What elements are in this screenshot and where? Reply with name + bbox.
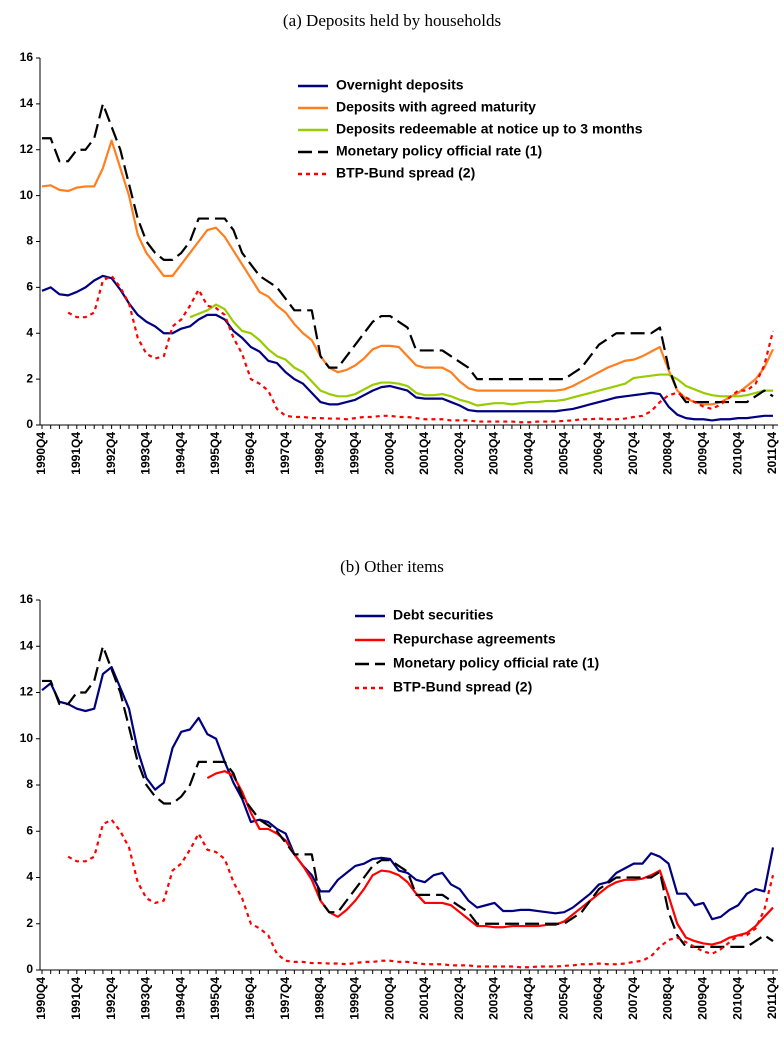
x-tick-label: 2007Q4 [626,432,640,475]
legend-label: BTP-Bund spread (2) [393,679,532,695]
x-tick-label: 1991Q4 [69,432,83,475]
legend-label: Monetary policy official rate (1) [393,655,599,671]
x-tick-label: 2009Q4 [696,432,710,475]
x-tick-label: 2005Q4 [556,977,570,1020]
legend-label: Overnight deposits [336,77,464,93]
y-tick-label: 2 [26,916,33,930]
series-line [189,303,773,407]
y-tick-label: 12 [20,142,34,156]
x-tick-label: 2006Q4 [591,432,605,475]
y-tick-label: 12 [20,685,34,699]
x-tick-label: 1993Q4 [139,977,153,1020]
y-tick-label: 10 [20,188,34,202]
x-tick-label: 2005Q4 [556,432,570,475]
legend-label: Repurchase agreements [393,631,556,647]
x-tick-label: 2011Q4 [765,432,779,474]
x-tick-label: 1995Q4 [208,977,222,1020]
y-tick-label: 8 [26,777,33,791]
y-tick-label: 0 [26,417,33,431]
x-tick-label: 2000Q4 [382,977,396,1020]
series-line [42,102,774,404]
x-tick-label: 1996Q4 [243,432,257,475]
legend-label: Deposits with agreed maturity [336,99,536,115]
x-tick-label: 2003Q4 [487,977,501,1020]
x-tick-label: 2003Q4 [487,432,501,475]
y-tick-label: 16 [20,50,34,64]
x-tick-label: 1997Q4 [278,432,292,475]
x-tick-label: 1998Q4 [313,977,327,1020]
x-tick-label: 1990Q4 [34,977,48,1020]
x-tick-label: 2008Q4 [661,977,675,1020]
series-line [67,274,775,424]
y-tick-label: 4 [26,870,33,884]
x-tick-label: 2001Q4 [417,977,431,1020]
x-tick-label: 1994Q4 [173,977,187,1020]
x-tick-label: 2002Q4 [452,977,466,1020]
legend-label: Debt securities [393,607,494,623]
y-tick-label: 14 [20,96,34,110]
x-tick-label: 2000Q4 [382,432,396,475]
x-tick-label: 1992Q4 [104,977,118,1020]
x-tick-label: 2010Q4 [730,977,744,1020]
chart-title: (b) Other items [340,557,444,576]
y-tick-label: 10 [20,731,34,745]
x-tick-label: 1999Q4 [347,977,361,1020]
y-tick-label: 6 [26,823,33,837]
chart-title: (a) Deposits held by households [283,11,501,30]
x-tick-label: 1996Q4 [243,977,257,1020]
y-tick-label: 2 [26,371,33,385]
legend-label: Deposits redeemable at notice up to 3 mo… [336,121,643,137]
series-line [41,274,773,422]
y-tick-label: 14 [20,638,34,652]
x-tick-label: 1995Q4 [208,432,222,475]
x-tick-label: 1998Q4 [313,432,327,475]
x-tick-label: 1997Q4 [278,977,292,1020]
series-line [41,139,774,406]
x-tick-label: 2004Q4 [522,977,536,1020]
y-tick-label: 6 [26,280,33,294]
x-tick-label: 1999Q4 [347,432,361,475]
legend-label: Monetary policy official rate (1) [336,143,542,159]
y-tick-label: 4 [26,325,33,339]
series-line [41,665,775,921]
x-tick-label: 1990Q4 [34,432,48,475]
x-tick-label: 1992Q4 [104,432,118,475]
x-tick-label: 2002Q4 [452,432,466,475]
series-line [42,645,774,948]
x-tick-label: 2001Q4 [417,432,431,475]
x-tick-label: 1994Q4 [173,432,187,475]
y-tick-label: 16 [20,592,34,606]
y-tick-label: 8 [26,234,33,248]
x-tick-label: 2009Q4 [696,977,710,1020]
x-tick-label: 1993Q4 [139,432,153,475]
x-tick-label: 2006Q4 [591,977,605,1020]
legend-label: BTP-Bund spread (2) [336,165,475,181]
x-tick-label: 2007Q4 [626,977,640,1020]
x-tick-label: 2010Q4 [730,432,744,475]
y-tick-label: 0 [26,962,33,976]
x-tick-label: 1991Q4 [69,977,83,1020]
series-line [206,770,774,946]
x-tick-label: 2008Q4 [661,432,675,475]
x-tick-label: 2004Q4 [522,432,536,475]
x-tick-label: 2011Q4 [765,977,779,1019]
